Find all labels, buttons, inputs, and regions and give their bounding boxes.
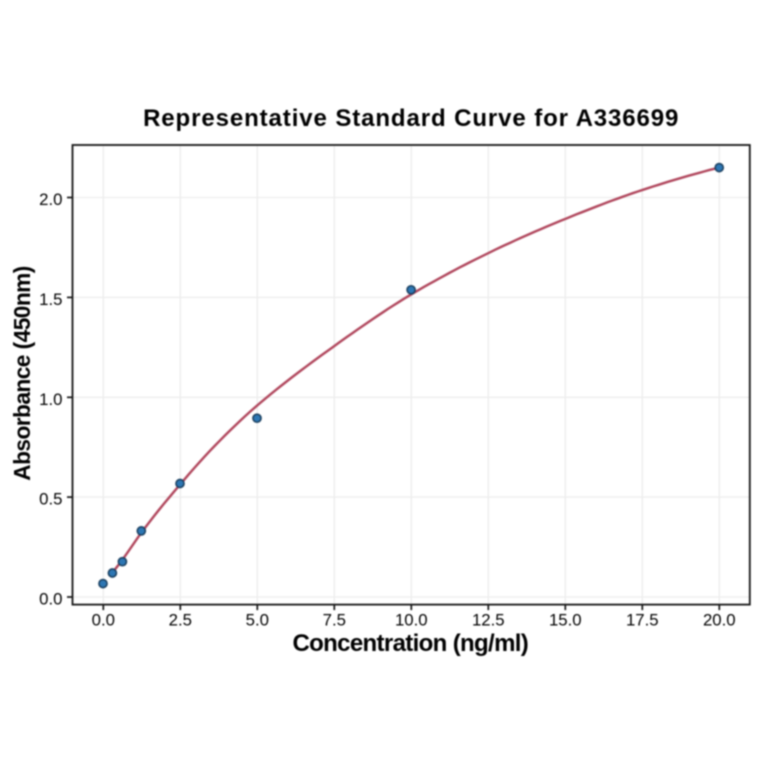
svg-text:1.0: 1.0: [39, 390, 62, 409]
svg-text:Absorbance (450nm): Absorbance (450nm): [9, 266, 35, 481]
svg-text:1.5: 1.5: [39, 290, 62, 309]
svg-text:2.0: 2.0: [39, 190, 62, 209]
svg-text:Concentration (ng/ml): Concentration (ng/ml): [292, 630, 528, 657]
svg-text:2.5: 2.5: [169, 611, 192, 630]
svg-text:12.5: 12.5: [472, 611, 505, 630]
svg-text:Representative Standard Curve: Representative Standard Curve for A33669…: [143, 105, 679, 132]
svg-text:7.5: 7.5: [323, 611, 346, 630]
svg-text:5.0: 5.0: [246, 611, 269, 630]
svg-text:0.0: 0.0: [39, 590, 62, 609]
svg-text:0.0: 0.0: [92, 611, 115, 630]
svg-text:10.0: 10.0: [395, 611, 428, 630]
svg-text:0.5: 0.5: [39, 490, 62, 509]
svg-text:20.0: 20.0: [703, 611, 736, 630]
svg-text:17.5: 17.5: [626, 611, 659, 630]
svg-text:15.0: 15.0: [549, 611, 582, 630]
